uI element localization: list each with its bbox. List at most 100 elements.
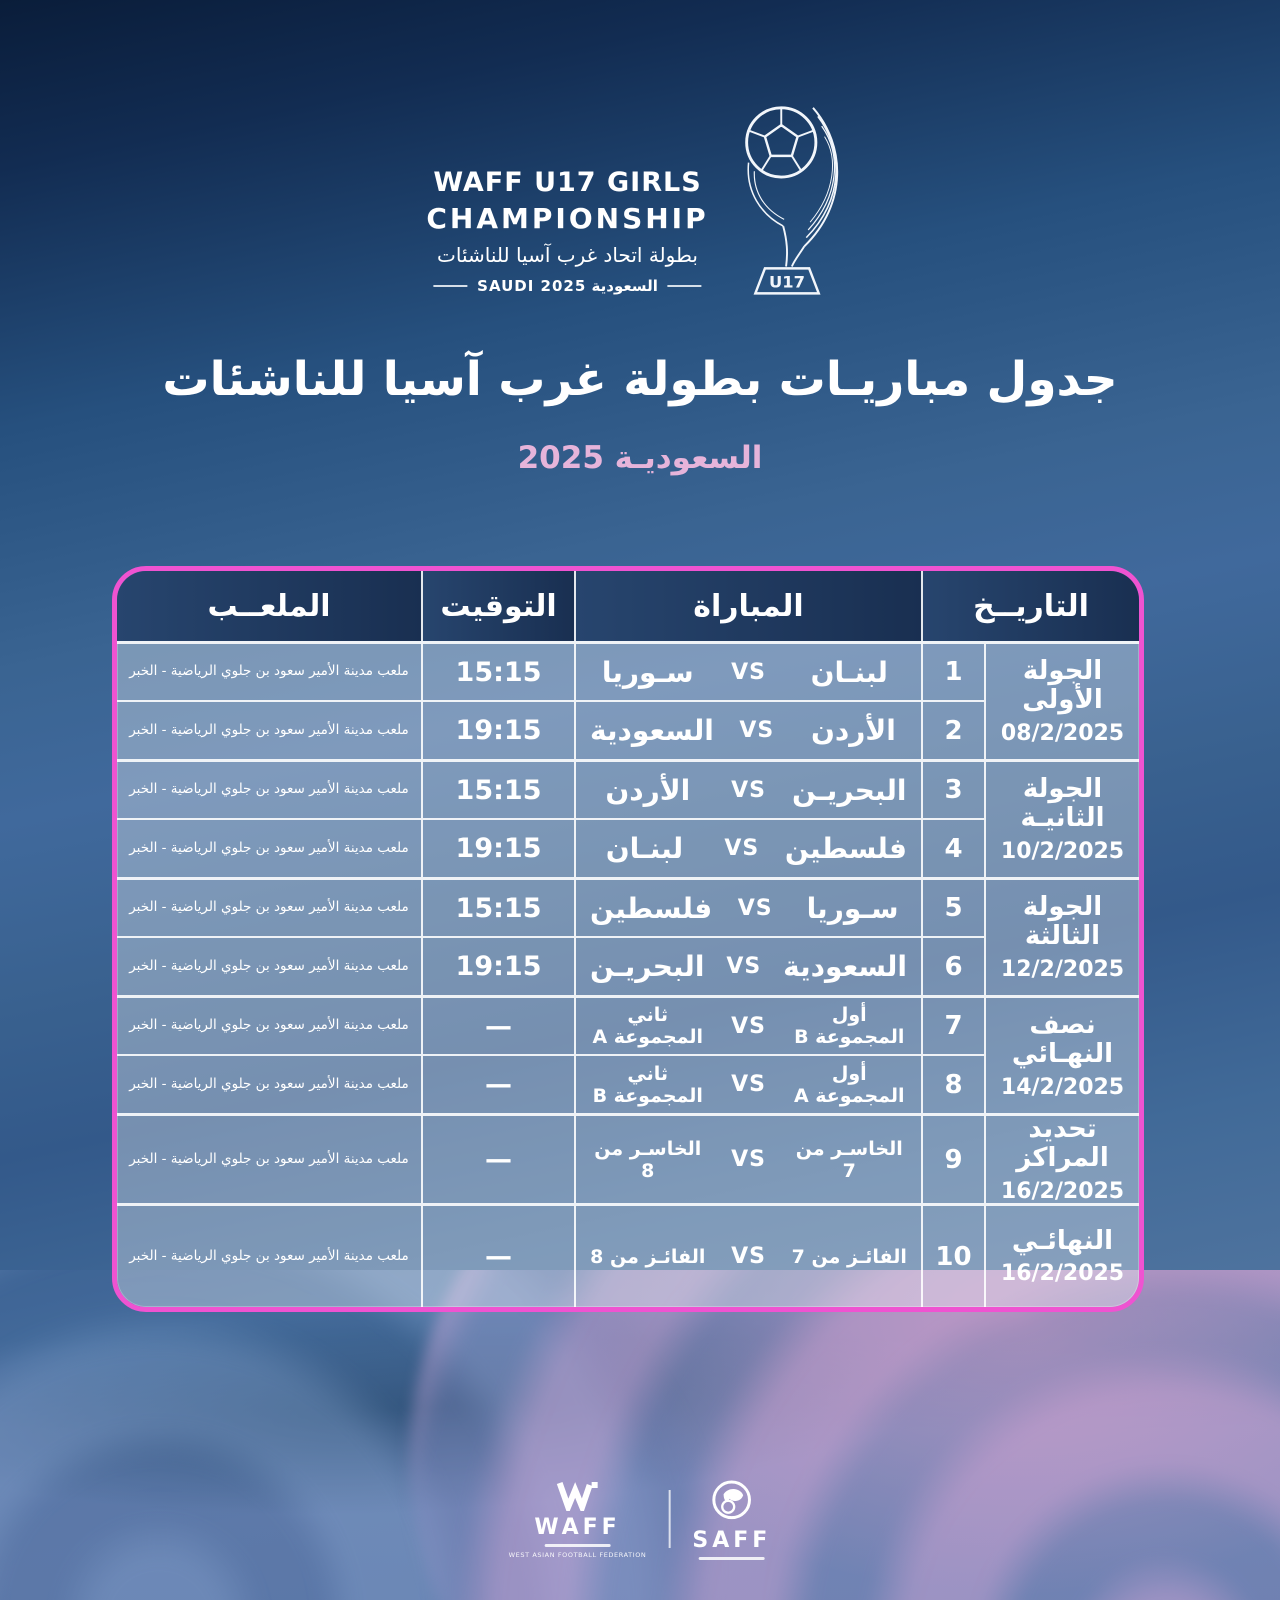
- match-time: —: [423, 1113, 576, 1203]
- schedule-table: التاريــخ المباراة التوقيت الملعــب الجو…: [112, 566, 1144, 1312]
- away-team: ثاني المجموعة A: [592, 1004, 704, 1048]
- dash-left: [433, 284, 468, 287]
- away-team: الخاسـر من 8: [594, 1137, 702, 1182]
- stadium-cell: ملعب مدينة الأمير سعود بن جلوي الرياضية …: [117, 1054, 423, 1113]
- match-cell: أول المجموعة B VS ثاني المجموعة A: [576, 995, 923, 1054]
- stadium-cell: ملعب مدينة الأمير سعود بن جلوي الرياضية …: [117, 759, 423, 818]
- page-title: جدول مباريـات بطولة غرب آسيا للناشئات: [162, 352, 1118, 407]
- match-number: 6: [923, 936, 986, 995]
- round-date: 12/2/2025: [1000, 956, 1125, 982]
- stadium-cell: ملعب مدينة الأمير سعود بن جلوي الرياضية …: [117, 641, 423, 700]
- logo-line-saudi-2025: السعودية SAUDI 2025: [426, 277, 708, 295]
- match-cell: الخاسـر من 7 VS الخاسـر من 8: [576, 1113, 923, 1203]
- match-number: 5: [923, 877, 986, 936]
- match-cell: البحريـن VS الأردن: [576, 759, 923, 818]
- vs-label: VS: [731, 777, 766, 803]
- match-cell: لبنـان VS سـوريا: [576, 641, 923, 700]
- round-date-cell: تحديد المراكز 16/2/2025: [986, 1113, 1139, 1204]
- svg-text:U17: U17: [769, 273, 805, 292]
- match-number: 4: [923, 818, 986, 877]
- round-date-cell: الجولة الثانيـة 10/2/2025: [986, 759, 1139, 877]
- stadium-cell: ملعب مدينة الأمير سعود بن جلوي الرياضية …: [117, 877, 423, 936]
- waff-wordmark: WAFF: [534, 1515, 621, 1540]
- match-time: 19:15: [423, 936, 576, 995]
- round-date: 10/2/2025: [1000, 838, 1125, 864]
- match-cell: أول المجموعة A VS ثاني المجموعة B: [576, 1054, 923, 1113]
- vs-label: VS: [726, 954, 762, 979]
- vs-label: VS: [731, 1147, 766, 1172]
- col-header-stadium: الملعــب: [117, 571, 423, 641]
- col-header-time: التوقيت: [423, 571, 576, 641]
- waff-arabic-text-bar: [544, 1544, 611, 1547]
- stadium-cell: ملعب مدينة الأمير سعود بن جلوي الرياضية …: [117, 1113, 423, 1203]
- away-team: البحريـن: [590, 950, 705, 983]
- col-header-match: المباراة: [576, 571, 923, 641]
- vs-label: VS: [731, 1013, 766, 1039]
- page-subtitle: السعوديـة 2025: [517, 440, 763, 476]
- home-team: أول المجموعة A: [793, 1062, 905, 1107]
- stadium-cell: ملعب مدينة الأمير سعود بن جلوي الرياضية …: [117, 700, 423, 759]
- stadium-cell: ملعب مدينة الأمير سعود بن جلوي الرياضية …: [117, 818, 423, 877]
- vs-label: VS: [731, 1244, 766, 1269]
- round-label: الجولة الثانيـة: [1020, 774, 1105, 833]
- round-label: نصف النهـائي: [1011, 1010, 1114, 1069]
- saff-logo: SAFF: [692, 1478, 771, 1560]
- match-number: 9: [923, 1113, 986, 1203]
- round-date: 14/2/2025: [1000, 1074, 1125, 1100]
- home-team: السعودية: [783, 950, 907, 983]
- match-time: —: [423, 1203, 576, 1307]
- match-time: —: [423, 995, 576, 1054]
- away-team: الفائـز من 8: [590, 1245, 706, 1268]
- away-team: فلسطين: [590, 891, 713, 925]
- match-number: 10: [923, 1203, 986, 1307]
- logo-line-championship: CHAMPIONSHIP: [426, 201, 709, 235]
- round-label: تحديد المراكز: [1016, 1114, 1109, 1173]
- logo-line-waff-u17-girls: WAFF U17 GIRLS: [433, 166, 702, 198]
- waff-mark-icon: [556, 1481, 598, 1511]
- logo-line-arabic: بطولة اتحاد غرب آسيا للناشئات: [437, 242, 698, 267]
- home-team: لبنـان: [810, 655, 888, 689]
- dash-right: [667, 284, 702, 287]
- waff-logo: WAFF WEST ASIAN FOOTBALL FEDERATION: [509, 1479, 647, 1559]
- match-time: 19:15: [423, 700, 576, 759]
- vs-label: VS: [739, 718, 775, 743]
- round-label: النهائـي: [1011, 1225, 1114, 1256]
- saff-emblem-icon: [712, 1480, 752, 1520]
- schedule-grid: التاريــخ المباراة التوقيت الملعــب الجو…: [117, 571, 1139, 1307]
- away-team: السعودية: [590, 714, 714, 747]
- match-cell: فلسطين VS لبنـان: [576, 818, 923, 877]
- round-date: 08/2/2025: [1000, 720, 1125, 746]
- match-time: 15:15: [423, 641, 576, 700]
- vs-label: VS: [724, 836, 760, 861]
- match-time: 19:15: [423, 818, 576, 877]
- round-label: الجولة الأولى: [1022, 656, 1103, 715]
- stadium-cell: ملعب مدينة الأمير سعود بن جلوي الرياضية …: [117, 995, 423, 1054]
- away-team: لبنـان: [605, 832, 684, 865]
- match-cell: سـوريا VS فلسطين: [576, 877, 923, 936]
- round-date-cell: النهائـي 16/2/2025: [986, 1203, 1139, 1307]
- match-cell: الأردن VS السعودية: [576, 700, 923, 759]
- away-team: ثاني المجموعة B: [592, 1062, 703, 1107]
- round-date-cell: نصف النهـائي 14/2/2025: [986, 995, 1139, 1113]
- championship-logo: WAFF U17 GIRLS CHAMPIONSHIP بطولة اتحاد …: [426, 92, 853, 314]
- vs-label: VS: [731, 1072, 766, 1097]
- logo-divider: [668, 1490, 671, 1548]
- home-team: الفائـز من 7: [791, 1245, 907, 1268]
- match-cell: الفائـز من 7 VS الفائـز من 8: [576, 1203, 923, 1307]
- vs-label: VS: [737, 895, 773, 921]
- decorative-waves-background: [0, 1270, 1280, 1600]
- home-team: فلسطين: [784, 832, 907, 865]
- match-cell: السعودية VS البحريـن: [576, 936, 923, 995]
- federation-logos: WAFF WEST ASIAN FOOTBALL FEDERATION SAFF: [509, 1478, 772, 1560]
- round-date-cell: الجولة الثالثة 12/2/2025: [986, 877, 1139, 995]
- home-team: البحريـن: [792, 773, 907, 807]
- waff-subtitle: WEST ASIAN FOOTBALL FEDERATION: [508, 1551, 647, 1559]
- match-number: 2: [923, 700, 986, 759]
- match-time: 15:15: [423, 759, 576, 818]
- home-team: سـوريا: [806, 891, 899, 925]
- col-header-date: التاريــخ: [923, 571, 1139, 641]
- saff-arabic-text-bar: [698, 1557, 765, 1560]
- pink-glow: [0, 1270, 1280, 1600]
- home-team: الخاسـر من 7: [795, 1137, 903, 1182]
- match-time: 15:15: [423, 877, 576, 936]
